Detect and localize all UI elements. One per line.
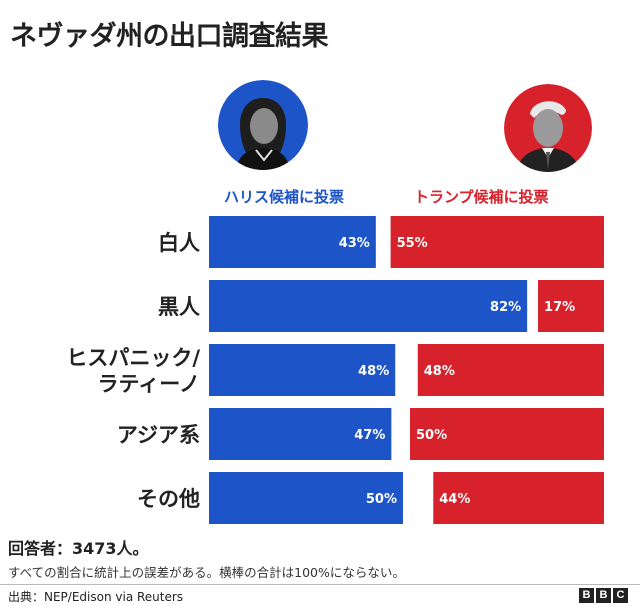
harris-column-header: ハリス候補に投票 — [224, 188, 345, 206]
margin-of-error-note: すべての割合に統計上の誤差がある。横棒の合計は100%にならない。 — [8, 565, 405, 580]
harris-bar — [209, 216, 376, 268]
category-label: 黒人 — [158, 295, 200, 319]
harris-data-label: 50% — [366, 492, 397, 507]
bbc-logo-letter: C — [613, 588, 628, 603]
trump-bar — [417, 344, 604, 396]
trump-data-label: 50% — [416, 428, 447, 443]
category-label: ヒスパニック/ — [66, 346, 200, 370]
bbc-logo-letter: B — [596, 588, 611, 603]
trump-portrait — [504, 84, 592, 172]
source-credit: 出典：NEP/Edison via Reuters — [8, 590, 184, 604]
harris-data-label: 47% — [354, 428, 385, 443]
trump-column-header: トランプ候補に投票 — [414, 188, 549, 206]
bbc-logo-letter: B — [579, 588, 594, 603]
harris-bar — [209, 344, 396, 396]
trump-data-label: 48% — [424, 364, 455, 379]
harris-bar — [209, 408, 392, 460]
footer-divider — [0, 584, 640, 585]
category-label: その他 — [137, 487, 200, 511]
trump-bar — [410, 408, 604, 460]
trump-bar — [433, 472, 604, 524]
harris-data-label: 82% — [490, 300, 521, 315]
harris-bar — [209, 472, 403, 524]
harris-data-label: 48% — [358, 364, 389, 379]
trump-data-label: 17% — [544, 300, 575, 315]
trump-data-label: 44% — [439, 492, 470, 507]
harris-portrait — [218, 80, 308, 170]
bbc-logo: B B C — [579, 588, 628, 603]
harris-data-label: 43% — [339, 236, 370, 251]
harris-bar — [209, 280, 528, 332]
trump-data-label: 55% — [397, 236, 428, 251]
trump-bar — [538, 280, 604, 332]
trump-bar — [390, 216, 604, 268]
category-label: アジア系 — [117, 423, 200, 447]
respondent-count: 回答者：3473人。 — [8, 539, 149, 558]
category-label: 白人 — [158, 231, 200, 255]
chart-title: ネヴァダ州の出口調査結果 — [10, 21, 329, 52]
category-label: ラティーノ — [98, 372, 200, 396]
exit-poll-bar-chart: 43% 55% 白人 82% 17% 黒人 48% 48% ヒスパニック/ラティーノ 47% 50%… — [66, 216, 604, 524]
